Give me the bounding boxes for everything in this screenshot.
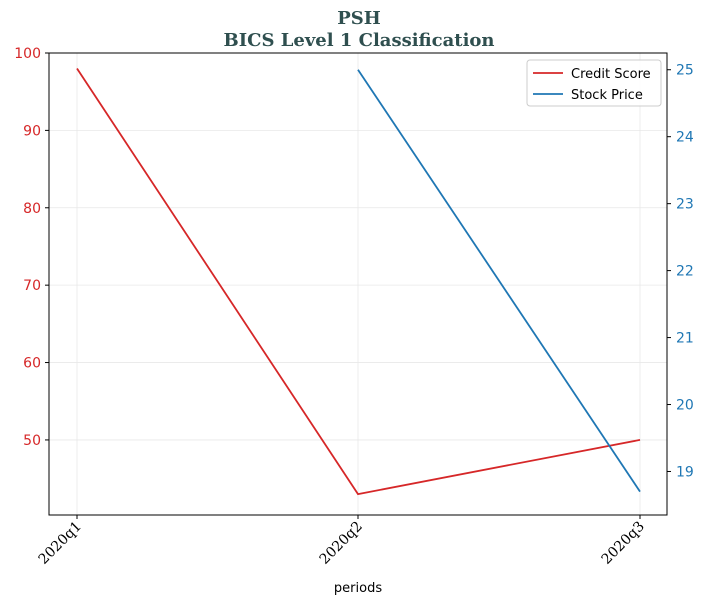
left-tick-label: 50 — [23, 433, 41, 449]
legend-label: Stock Price — [571, 88, 643, 103]
legend-label: Credit Score — [571, 67, 651, 82]
x-tick-label: 2020q3 — [599, 519, 648, 568]
left-tick-label: 90 — [23, 123, 41, 139]
chart-subtitle: BICS Level 1 Classification — [223, 30, 494, 51]
legend: Credit Score Stock Price — [526, 59, 662, 107]
grid — [49, 52, 667, 515]
right-y-axis: 19 20 21 22 23 24 25 — [667, 63, 694, 480]
chart-title: PSH — [337, 8, 381, 29]
x-tick-label: 2020q1 — [36, 519, 85, 568]
x-axis-label: periods — [334, 581, 382, 596]
right-tick-label: 24 — [676, 130, 694, 146]
right-tick-label: 21 — [676, 331, 694, 347]
left-y-axis: 50 60 70 80 90 100 — [14, 46, 49, 449]
right-tick-label: 19 — [676, 464, 694, 480]
left-tick-label: 80 — [23, 201, 41, 217]
left-tick-label: 100 — [14, 46, 41, 62]
x-axis: 2020q1 2020q2 2020q3 — [36, 515, 648, 568]
series-line-stock-price — [357, 69, 641, 493]
right-tick-label: 22 — [676, 264, 694, 280]
x-tick-label: 2020q2 — [317, 519, 366, 568]
series-line-credit-score — [76, 68, 641, 496]
left-tick-label: 60 — [23, 356, 41, 372]
left-tick-label: 70 — [23, 278, 41, 294]
series-lines — [76, 68, 641, 496]
right-tick-label: 20 — [676, 398, 694, 414]
right-tick-label: 25 — [676, 63, 694, 79]
right-tick-label: 23 — [676, 197, 694, 213]
